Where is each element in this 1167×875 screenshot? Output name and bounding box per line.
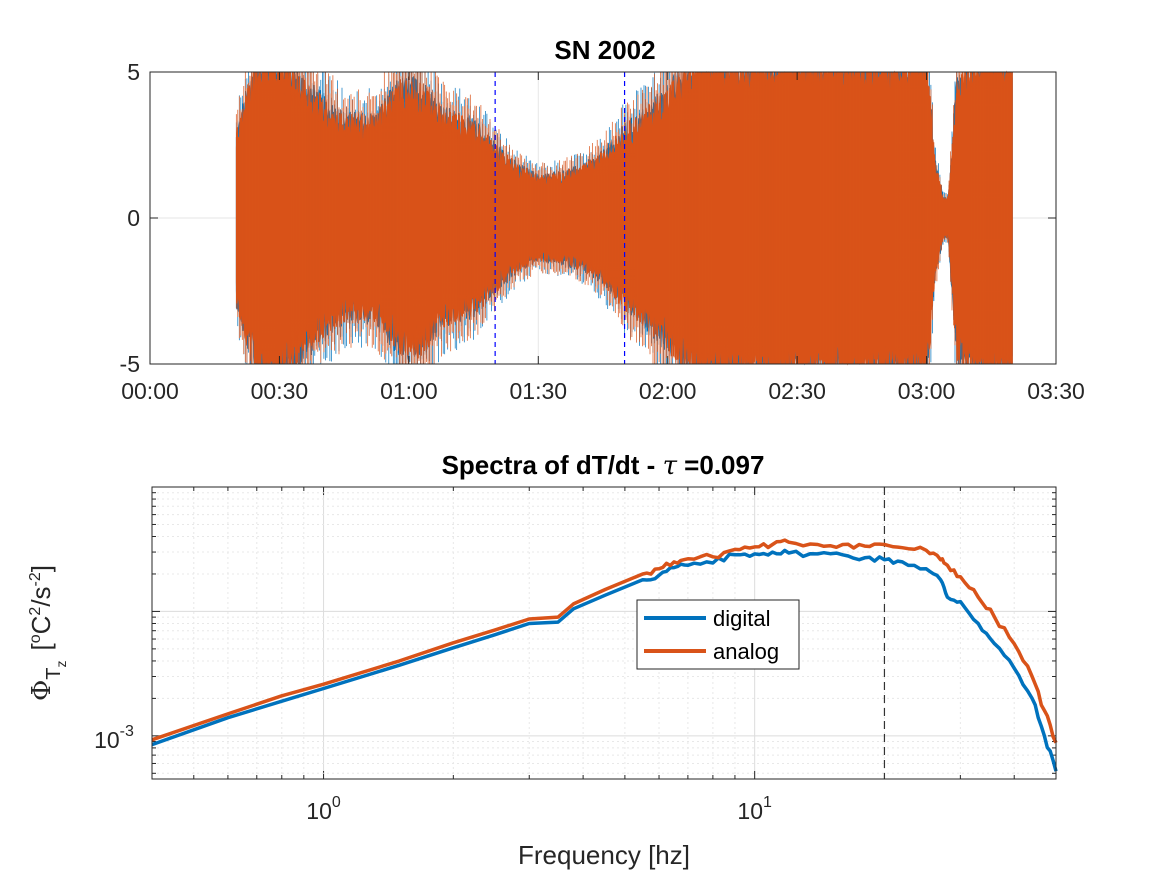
spectra-x-axis-label: Frequency [hz] [518,840,690,870]
timeseries-y-ticks: -5 0 5 [120,59,1056,377]
timeseries-x-tick-label-7: 03:30 [1027,378,1085,404]
timeseries-x-tick-label-5: 02:30 [768,378,826,404]
spectra-x-tick-label-0: 100 [306,794,341,824]
spectra-series-analog [151,538,1058,744]
spectra-y-tick-label-0: 10-3 [94,723,134,753]
legend-box [636,599,800,670]
timeseries-x-tick-label-1: 00:30 [251,378,309,404]
timeseries-y-tick-label-2: 5 [127,59,140,85]
timeseries-x-ticks: 00:00 00:30 01:00 01:30 02:00 02:30 03:00 03:30 [121,72,1085,404]
spectra-series-digital [151,548,1058,772]
timeseries-x-tick-label-2: 01:00 [380,378,438,404]
timeseries-axes: SN 2002 00:00 00:30 01:00 01:30 02:00 02:30 03… [120,35,1085,404]
spectra-plot-area [152,487,1056,779]
legend-label-analog: analog [713,639,779,664]
timeseries-y-tick-label-0: -5 [120,351,140,377]
timeseries-x-tick-label-3: 01:30 [510,378,568,404]
timeseries-x-tick-label-4: 02:00 [639,378,697,404]
spectra-axes-box [151,486,1057,780]
timeseries-x-tick-label-0: 00:00 [121,378,179,404]
spectra-x-ticks: 100 101 [306,794,772,824]
timeseries-x-tick-label-6: 03:00 [898,378,956,404]
spectra-y-axis-label: ΦTz[oC2/s-2] [26,565,69,701]
svg-text:ΦTz[oC2/s-2]: ΦTz[oC2/s-2] [26,565,69,701]
timeseries-y-tick-label-1: 0 [127,205,140,231]
timeseries-title: SN 2002 [554,35,655,65]
spectra-title: Spectra of dT/dt - τ =0.097 [442,450,765,481]
spectra-lines [151,538,1058,772]
spectra-grid [151,486,1057,779]
timeseries-marker-lines [494,72,626,364]
legend-label-digital: digital [713,606,770,631]
spectra-x-tick-label-1: 101 [737,794,772,824]
spectra-legend: digital analog [636,599,800,670]
timeseries-spikes-1 [235,72,1013,364]
spectra-y-ticks: 10-3 [94,723,134,753]
spectra-axes: Spectra of dT/dt - τ =0.097 100 101 10-3 … [26,450,1058,870]
